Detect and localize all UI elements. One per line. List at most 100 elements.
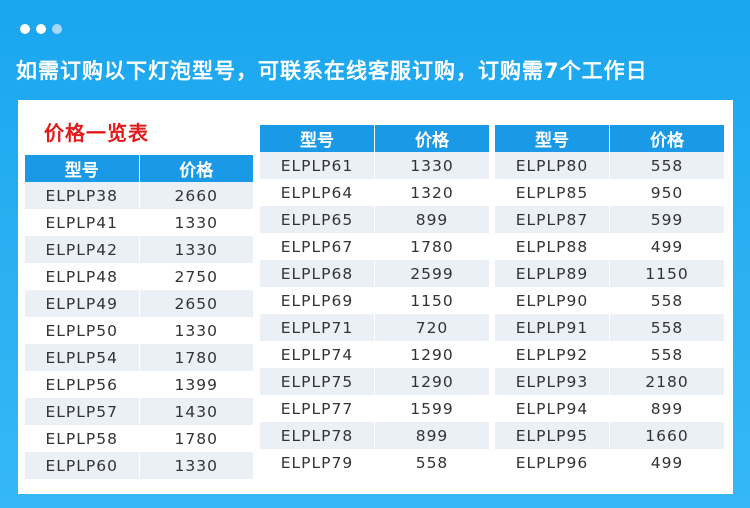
- model-cell: ELPLP60: [25, 452, 140, 479]
- price-cell: 1150: [374, 287, 489, 314]
- price-cell: 899: [609, 395, 724, 422]
- model-cell: ELPLP85: [495, 179, 610, 206]
- price-cell: 1780: [139, 344, 253, 371]
- model-cell: ELPLP68: [260, 260, 375, 287]
- model-cell: ELPLP78: [260, 422, 375, 449]
- price-cell: 2750: [139, 263, 253, 290]
- price-cell: 950: [609, 179, 724, 206]
- table-row: ELPLP57 1430: [25, 398, 253, 425]
- price-cell: 1290: [374, 341, 489, 368]
- price-cell: 2180: [609, 368, 724, 395]
- price-table-2: 型号 价格 ELPLP61 1330 ELPLP64 1320 ELPLP65 899 EL…: [260, 125, 489, 476]
- table-row: ELPLP95 1660: [495, 422, 724, 449]
- price-cell: 1330: [139, 236, 253, 263]
- price-cell: 558: [609, 152, 724, 179]
- price-cell: 499: [609, 449, 724, 476]
- table-row: ELPLP42 1330: [25, 236, 253, 263]
- table-row: ELPLP77 1599: [260, 395, 489, 422]
- price-column-header: 价格: [139, 155, 253, 182]
- table-row: ELPLP49 2650: [25, 290, 253, 317]
- model-cell: ELPLP90: [495, 287, 610, 314]
- table-row: ELPLP64 1320: [260, 179, 489, 206]
- model-cell: ELPLP38: [25, 182, 140, 209]
- model-cell: ELPLP69: [260, 287, 375, 314]
- model-column-header: 型号: [25, 155, 140, 182]
- table-row: ELPLP88 499: [495, 233, 724, 260]
- price-cell: 1330: [374, 152, 489, 179]
- price-cell: 720: [374, 314, 489, 341]
- price-cell: 1150: [609, 260, 724, 287]
- model-cell: ELPLP74: [260, 341, 375, 368]
- table-header-row: 型号 价格: [25, 155, 253, 182]
- price-cell: 1330: [139, 317, 253, 344]
- price-list-card: 价格一览表 型号 价格 ELPLP38 2660 ELPLP41 1330 ELPLP4…: [18, 100, 733, 494]
- price-cell: 1430: [139, 398, 253, 425]
- model-cell: ELPLP95: [495, 422, 610, 449]
- table-row: ELPLP87 599: [495, 206, 724, 233]
- model-cell: ELPLP65: [260, 206, 375, 233]
- decorative-dots: [20, 24, 62, 34]
- table-row: ELPLP74 1290: [260, 341, 489, 368]
- price-cell: 1399: [139, 371, 253, 398]
- model-cell: ELPLP92: [495, 341, 610, 368]
- model-cell: ELPLP54: [25, 344, 140, 371]
- model-cell: ELPLP88: [495, 233, 610, 260]
- price-cell: 899: [374, 206, 489, 233]
- price-cell: 899: [374, 422, 489, 449]
- price-cell: 1660: [609, 422, 724, 449]
- table-row: ELPLP93 2180: [495, 368, 724, 395]
- price-cell: 1290: [374, 368, 489, 395]
- model-cell: ELPLP87: [495, 206, 610, 233]
- price-cell: 1780: [374, 233, 489, 260]
- price-cell: 1599: [374, 395, 489, 422]
- price-cell: 2650: [139, 290, 253, 317]
- price-table-1: 型号 价格 ELPLP38 2660 ELPLP41 1330 ELPLP42 1330 E…: [25, 155, 253, 479]
- table-row: ELPLP38 2660: [25, 182, 253, 209]
- price-cell: 558: [374, 449, 489, 476]
- table-row: ELPLP50 1330: [25, 317, 253, 344]
- table-row: ELPLP58 1780: [25, 425, 253, 452]
- table-row: ELPLP69 1150: [260, 287, 489, 314]
- table-row: ELPLP90 558: [495, 287, 724, 314]
- model-cell: ELPLP71: [260, 314, 375, 341]
- table-row: ELPLP48 2750: [25, 263, 253, 290]
- model-cell: ELPLP80: [495, 152, 610, 179]
- model-cell: ELPLP93: [495, 368, 610, 395]
- price-cell: 2599: [374, 260, 489, 287]
- model-column-header: 型号: [495, 125, 610, 152]
- table-row: ELPLP68 2599: [260, 260, 489, 287]
- model-cell: ELPLP91: [495, 314, 610, 341]
- price-column-header: 价格: [609, 125, 724, 152]
- price-list-title: 价格一览表: [44, 121, 149, 145]
- table-row: ELPLP91 558: [495, 314, 724, 341]
- price-cell: 1780: [139, 425, 253, 452]
- table-row: ELPLP60 1330: [25, 452, 253, 479]
- price-column-header: 价格: [374, 125, 489, 152]
- model-cell: ELPLP42: [25, 236, 140, 263]
- model-cell: ELPLP58: [25, 425, 140, 452]
- order-notice-headline: 如需订购以下灯泡型号，可联系在线客服订购，订购需7个工作日: [16, 59, 648, 83]
- model-column-header: 型号: [260, 125, 375, 152]
- dot-icon: [20, 24, 30, 34]
- price-cell: 558: [609, 287, 724, 314]
- table-row: ELPLP56 1399: [25, 371, 253, 398]
- model-cell: ELPLP41: [25, 209, 140, 236]
- model-cell: ELPLP67: [260, 233, 375, 260]
- model-cell: ELPLP89: [495, 260, 610, 287]
- model-cell: ELPLP50: [25, 317, 140, 344]
- dot-icon: [52, 24, 62, 34]
- table-row: ELPLP80 558: [495, 152, 724, 179]
- table-row: ELPLP94 899: [495, 395, 724, 422]
- table-row: ELPLP61 1330: [260, 152, 489, 179]
- model-cell: ELPLP75: [260, 368, 375, 395]
- table-row: ELPLP85 950: [495, 179, 724, 206]
- price-cell: 1330: [139, 209, 253, 236]
- model-cell: ELPLP49: [25, 290, 140, 317]
- price-table-3: 型号 价格 ELPLP80 558 ELPLP85 950 ELPLP87 599 ELPL…: [495, 125, 724, 476]
- price-cell: 558: [609, 341, 724, 368]
- model-cell: ELPLP77: [260, 395, 375, 422]
- table-row: ELPLP67 1780: [260, 233, 489, 260]
- table-row: ELPLP89 1150: [495, 260, 724, 287]
- table-row: ELPLP65 899: [260, 206, 489, 233]
- price-cell: 1320: [374, 179, 489, 206]
